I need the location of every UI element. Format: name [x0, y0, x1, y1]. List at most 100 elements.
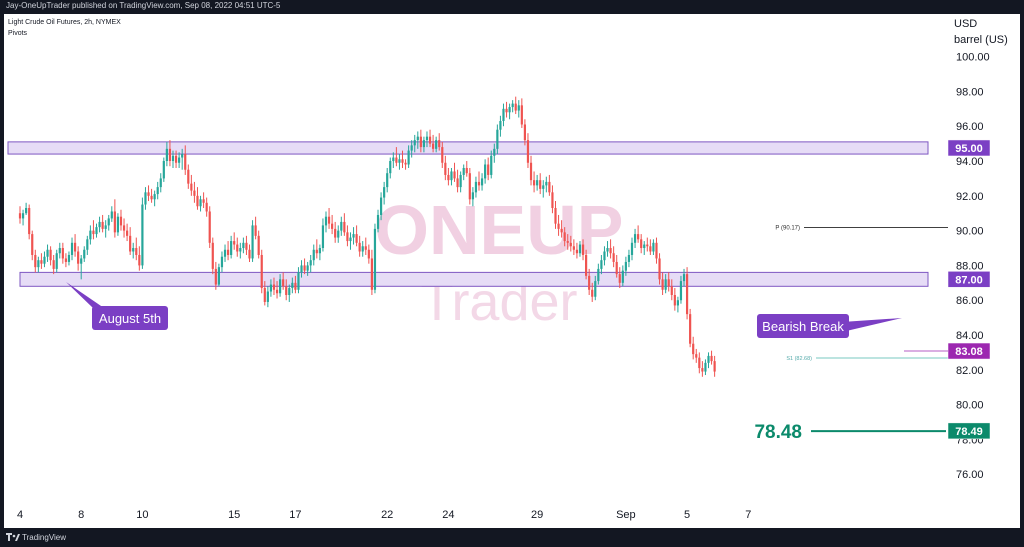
candle-body	[685, 274, 689, 315]
x-tick-label: 17	[289, 509, 301, 521]
candle-body	[364, 246, 367, 250]
candle-body	[80, 258, 83, 264]
candlestick-chart[interactable]: ONEUP Trader Light Crude Oil Futures, 2h…	[4, 14, 1020, 528]
candle-body	[542, 185, 545, 189]
candle-body	[618, 274, 621, 283]
candle-body	[514, 103, 517, 111]
candle-body	[450, 171, 453, 181]
pivot-s1-label: S1 (82.68)	[786, 356, 812, 362]
candle-body	[21, 213, 25, 219]
candle-body	[594, 281, 597, 297]
august-callout-pointer	[66, 282, 104, 308]
candle-body	[202, 199, 205, 203]
candle-body	[615, 261, 618, 275]
candle-body	[340, 221, 343, 231]
candle-body	[477, 181, 481, 186]
chart-frame: ONEUP Trader Light Crude Oil Futures, 2h…	[4, 14, 1020, 528]
candle-body	[303, 265, 306, 271]
candle-body	[77, 251, 80, 264]
candle-body	[441, 147, 444, 163]
resistance-badge	[947, 139, 991, 157]
candle-body	[352, 234, 355, 238]
candle-body	[422, 140, 426, 148]
candle-body	[257, 235, 260, 255]
candle-body	[46, 249, 49, 257]
candle-body	[444, 162, 447, 175]
y-tick-label: 90.00	[956, 226, 984, 238]
candle-body	[539, 180, 542, 189]
candle-body	[43, 256, 46, 264]
candle-body	[456, 178, 459, 188]
candle-body	[358, 242, 361, 252]
tradingview-logo-icon	[6, 533, 20, 541]
candle-body	[236, 244, 239, 252]
candle-body	[392, 157, 395, 162]
candle-body	[655, 242, 658, 259]
candle-body	[682, 274, 686, 282]
candle-body	[337, 230, 340, 238]
candle-body	[285, 286, 288, 295]
candle-body	[272, 284, 276, 290]
candle-body	[710, 355, 713, 362]
candle-body	[676, 300, 679, 306]
candle-body	[407, 150, 410, 165]
candle-body	[324, 216, 328, 226]
candle-body	[679, 281, 683, 301]
candle-body	[551, 192, 554, 208]
x-tick-label: 4	[17, 509, 23, 521]
y-axis-title-line2: barrel (US)	[954, 34, 1008, 46]
candle-body	[627, 254, 631, 262]
candle-body	[661, 279, 664, 290]
candle-body	[104, 225, 107, 229]
candle-body	[196, 195, 199, 207]
candle-body	[600, 260, 603, 269]
candle-body	[165, 148, 168, 162]
x-tick-label: 15	[228, 509, 240, 521]
candle-body	[18, 213, 22, 219]
candle-body	[159, 178, 162, 188]
candle-body	[575, 249, 579, 254]
candle-body	[205, 202, 208, 212]
candle-body	[174, 155, 178, 163]
candle-body	[138, 254, 141, 266]
candle-body	[643, 244, 646, 249]
candle-body	[554, 208, 557, 224]
candle-body	[633, 234, 637, 243]
candle-body	[701, 368, 704, 372]
candle-body	[383, 187, 386, 198]
candle-body	[490, 155, 493, 175]
candle-body	[526, 140, 530, 163]
candle-body	[471, 192, 474, 200]
candle-body	[89, 230, 92, 240]
candle-body	[401, 159, 404, 163]
candle-body	[220, 256, 224, 268]
candle-body	[223, 249, 227, 257]
candle-body	[266, 291, 269, 302]
y-tick-label: 96.00	[956, 121, 984, 133]
candle-body	[64, 258, 67, 262]
candle-body	[190, 183, 193, 191]
candle-body	[603, 251, 606, 261]
footer-brand: TradingView	[22, 533, 67, 542]
y-tick-label: 94.00	[956, 156, 984, 168]
candle-body	[389, 161, 392, 174]
candle-body	[315, 249, 318, 254]
candle-body	[251, 225, 254, 259]
candle-body	[698, 357, 701, 369]
candle-body	[536, 180, 539, 186]
target-badge	[947, 422, 991, 440]
candle-body	[168, 148, 172, 162]
candle-body	[312, 249, 315, 261]
candle-body	[346, 232, 349, 242]
candle-body	[670, 286, 673, 295]
candle-body	[459, 174, 462, 188]
candle-body	[624, 261, 627, 271]
candle-body	[58, 248, 61, 254]
candle-body	[95, 227, 98, 235]
candle-body	[529, 162, 533, 181]
candle-body	[300, 265, 303, 273]
x-tick-label: 10	[136, 509, 148, 521]
candle-body	[122, 225, 126, 231]
candle-body	[135, 248, 138, 255]
candle-body	[609, 248, 612, 254]
